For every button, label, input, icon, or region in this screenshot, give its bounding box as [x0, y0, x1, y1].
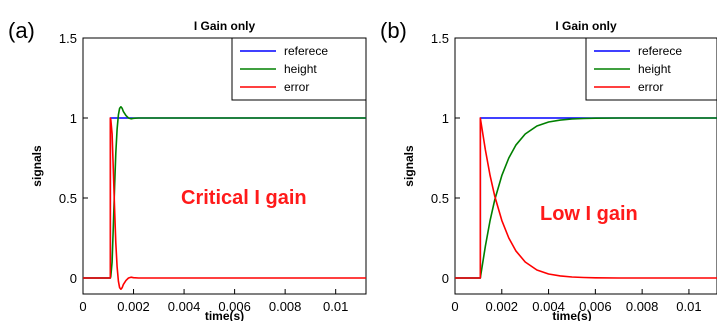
legend-label: height: [638, 62, 671, 76]
y-axis-label: signals: [402, 145, 416, 187]
x-axis-label: time(s): [552, 309, 591, 321]
y-tick-label: 0.5: [431, 191, 449, 206]
x-tick-label: 0.002: [117, 299, 150, 314]
chart-panel-0: (a) I Gain only 0 0.5 1 1.5 0 0.002 0.004 0.006 0.…: [8, 18, 367, 323]
legend-label: error: [284, 80, 309, 94]
chart-title: I Gain only: [555, 19, 617, 33]
series-line-referece: [455, 117, 717, 279]
y-axis-label: signals: [30, 145, 44, 187]
x-tick-label: 0.01: [676, 299, 701, 314]
legend-label: error: [638, 80, 663, 94]
panel-label: (a): [8, 18, 35, 43]
y-tick-label: 1.5: [431, 31, 449, 46]
x-tick-label: 0.008: [626, 299, 659, 314]
x-tick-label: 0.006: [579, 299, 612, 314]
series-line-height: [83, 106, 366, 279]
legend-label: referece: [638, 44, 682, 58]
annotation-text: Critical I gain: [181, 187, 307, 209]
annotation-text: Low I gain: [540, 203, 638, 225]
x-tick-label: 0.01: [323, 299, 348, 314]
chart-title: I Gain only: [194, 19, 256, 33]
x-tick-label: 0: [451, 299, 458, 314]
x-tick-label: 0: [79, 299, 86, 314]
x-tick-label: 0.002: [486, 299, 519, 314]
x-axis-label: time(s): [205, 309, 244, 321]
legend-label: height: [284, 62, 317, 76]
y-tick-label: 1: [70, 111, 77, 126]
y-tick-label: 0: [70, 271, 77, 286]
legend-label: referece: [284, 44, 328, 58]
plot-frame: [82, 37, 367, 295]
y-tick-label: 1: [442, 111, 449, 126]
panel-label: (b): [380, 18, 407, 43]
series-line-error: [455, 117, 717, 279]
x-tick-label: 0.006: [218, 299, 251, 314]
series-line-height: [455, 117, 717, 279]
x-tick-label: 0.008: [269, 299, 302, 314]
x-tick-label: 0.004: [532, 299, 565, 314]
y-tick-label: 0: [442, 271, 449, 286]
y-tick-label: 0.5: [59, 191, 77, 206]
x-tick-label: 0.004: [168, 299, 201, 314]
chart-panel-1: (b) I Gain only 0 0.5 1 1.5 0 0.002 0.004 0.006 0.…: [380, 18, 717, 323]
y-tick-label: 1.5: [59, 31, 77, 46]
series-line-error: [83, 117, 366, 291]
